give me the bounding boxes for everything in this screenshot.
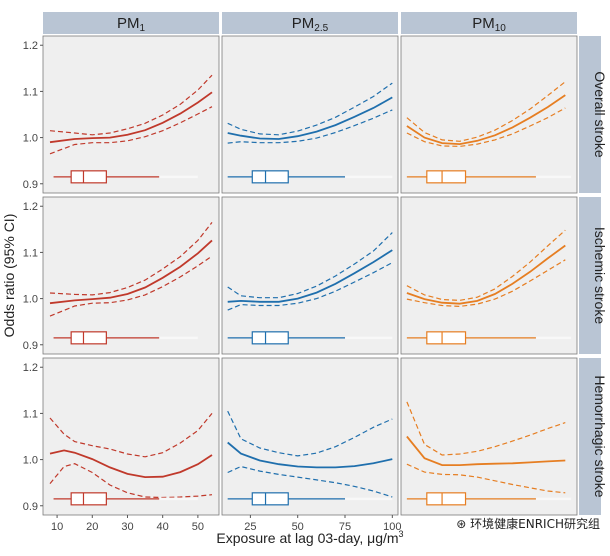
panel-background: [221, 35, 399, 194]
odds-ratio-line: [406, 94, 566, 146]
x-tick-label: 25: [244, 521, 256, 533]
ci-lower-line: [227, 262, 393, 311]
y-tick-label: 1.2: [23, 40, 38, 52]
odds-ratio-line: [227, 96, 393, 140]
box-iqr: [70, 170, 107, 184]
panel-background: [42, 196, 220, 355]
y-tick-label: 1.1: [23, 86, 38, 98]
y-tick-label: 1.0: [23, 294, 38, 306]
ci-upper-line: [227, 410, 393, 457]
column-strip: [43, 12, 219, 34]
odds-ratio-line: [406, 244, 566, 305]
y-tick-label: 0.9: [23, 340, 38, 352]
ci-upper-line: [49, 74, 213, 136]
ci-upper-line: [49, 413, 213, 458]
y-tick-label: 0.9: [23, 179, 38, 191]
box-iqr: [70, 331, 107, 345]
watermark: ⊛ 环境健康ENRICH研究组: [456, 515, 600, 532]
row-strip: [579, 358, 601, 515]
box-iqr: [426, 170, 467, 184]
ci-lower-line: [406, 107, 566, 148]
ci-lower-line: [49, 463, 213, 499]
ci-upper-line: [227, 82, 393, 136]
x-tick-label: 75: [339, 521, 351, 533]
x-axis-title: Exposure at lag 03-day, μg/m3: [216, 529, 403, 546]
wechat-icon: ⊛: [456, 517, 471, 531]
box-iqr: [426, 492, 467, 506]
y-tick-label: 1.1: [23, 408, 38, 420]
panel-background: [42, 35, 220, 194]
x-tick-label: 10: [51, 521, 63, 533]
box-iqr: [251, 331, 289, 345]
box-iqr: [251, 170, 289, 184]
ci-lower-line: [49, 106, 213, 155]
odds-ratio-line: [49, 239, 213, 305]
x-tick-label: 50: [192, 521, 204, 533]
panel-background: [400, 357, 578, 516]
box-iqr: [426, 331, 467, 345]
panel-background: [42, 357, 220, 516]
panel-background: [221, 196, 399, 355]
column-strip: [401, 12, 577, 34]
box-iqr: [70, 492, 107, 506]
y-tick-label: 1.2: [23, 201, 38, 213]
odds-ratio-line: [227, 441, 393, 469]
y-tick-label: 0.9: [23, 501, 38, 513]
ci-lower-line: [227, 109, 393, 144]
panel-background: [400, 196, 578, 355]
panel-background: [221, 357, 399, 516]
column-strip-label: PM1: [117, 15, 146, 34]
x-tick-label: 30: [121, 521, 133, 533]
ci-upper-line: [406, 81, 566, 142]
ci-upper-line: [406, 401, 566, 456]
odds-ratio-line: [49, 449, 213, 479]
column-strip: [222, 12, 398, 34]
ci-upper-line: [49, 222, 213, 296]
y-tick-label: 1.2: [23, 362, 38, 374]
box-iqr: [251, 492, 289, 506]
ci-lower-line: [406, 259, 566, 308]
odds-ratio-line: [227, 249, 393, 303]
row-strip-label: Ischemic stroke: [592, 227, 608, 324]
row-strip-label: Hemorrhagic stroke: [592, 375, 608, 497]
row-strip: [579, 36, 601, 193]
y-tick-label: 1.0: [23, 133, 38, 145]
y-tick-label: 1.0: [23, 455, 38, 467]
y-tick-label: 1.1: [23, 247, 38, 259]
y-axis-title: Odds ratio (95% CI): [1, 214, 17, 338]
odds-ratio-line: [406, 435, 566, 466]
column-strip-label: PM2.5: [292, 15, 329, 34]
x-tick-label: 100: [383, 521, 401, 533]
panel-background: [400, 35, 578, 194]
odds-ratio-line: [49, 91, 213, 144]
x-tick-label: 40: [157, 521, 169, 533]
row-strip-label: Overall stroke: [592, 71, 608, 158]
row-strip: [579, 197, 601, 354]
ci-lower-line: [406, 463, 566, 494]
ci-upper-line: [406, 229, 566, 302]
watermark-text: 环境健康ENRICH研究组: [470, 517, 600, 531]
x-tick-label: 20: [86, 521, 98, 533]
ci-lower-line: [49, 255, 213, 317]
x-tick-label: 50: [292, 521, 304, 533]
column-strip-label: PM10: [472, 15, 506, 34]
ci-upper-line: [227, 232, 393, 299]
ci-lower-line: [227, 465, 393, 498]
